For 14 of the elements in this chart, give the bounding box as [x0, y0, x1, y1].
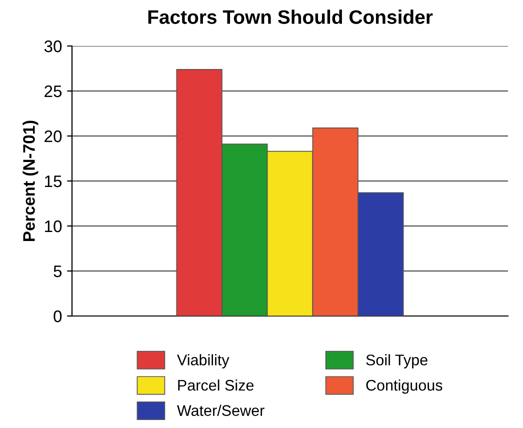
y-tick-label: 30 [44, 40, 62, 52]
y-tick-label: 0 [54, 310, 62, 322]
legend-label: Parcel Size [178, 379, 254, 391]
chart-title: Factors Town Should Consider [148, 10, 433, 24]
y-tick-label: 10 [45, 220, 62, 232]
legend-label: Soil Type [366, 354, 428, 368]
y-tick-label: 25 [44, 85, 62, 98]
legend-label: Water/Sewer [177, 404, 264, 416]
legend-label: Contiguous [366, 379, 442, 394]
y-tick-label: 5 [54, 266, 62, 278]
legend-label: Viability [177, 354, 230, 368]
y-tick-label: 15 [45, 176, 62, 188]
y-axis-title: Percent (N-701) [22, 120, 38, 242]
y-tick-label: 20 [44, 130, 62, 142]
